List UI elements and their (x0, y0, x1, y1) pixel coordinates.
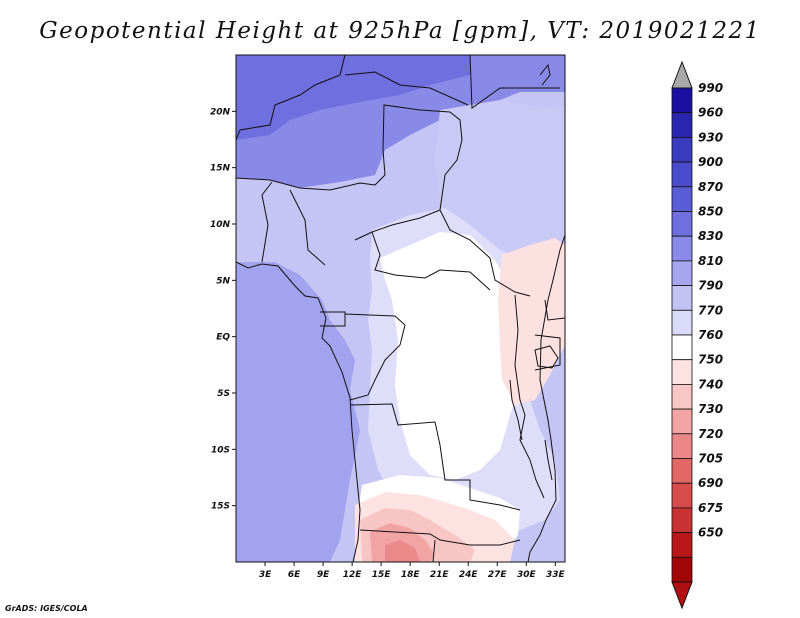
colorbar-label: 810 (698, 254, 723, 268)
colorbar-label: 720 (698, 427, 723, 441)
x-tick-label: 6E (288, 570, 301, 580)
colorbar-label: 760 (698, 328, 723, 342)
footer-credit: GrADS: IGES/COLA (5, 604, 88, 613)
y-tick-label: 15S (211, 502, 230, 512)
coastline-west (236, 261, 361, 562)
region-northwest-870 (236, 55, 470, 140)
colorbar-label: 705 (698, 452, 723, 466)
colorbar-swatch (671, 482, 693, 509)
map-field (236, 55, 565, 562)
y-tick-label: 10S (211, 445, 230, 455)
x-tick-label: 9E (317, 570, 330, 580)
colorbar-swatch (671, 161, 693, 188)
colorbar-swatch (671, 458, 693, 484)
border-4 (469, 55, 560, 109)
colorbar-label: 675 (698, 501, 723, 515)
colorbar-swatch (671, 285, 693, 311)
chart-title: Geopotential Height at 925hPa [gpm], VT:… (39, 18, 761, 44)
lake-malawi (544, 439, 553, 481)
border-11 (359, 529, 521, 562)
colorbar-label: 790 (698, 279, 723, 293)
border-1 (236, 174, 386, 191)
lake-tanganyika (509, 379, 523, 441)
colorbar-swatch (671, 383, 693, 410)
border-3 (236, 55, 346, 141)
x-tick-label: 27E (488, 570, 508, 580)
y-tick-label: 5S (217, 389, 230, 399)
coastline-east (527, 234, 565, 562)
colorbar-swatch (671, 334, 693, 361)
y-tick-label: 15N (210, 164, 231, 174)
y-axis: 20N 15N 10N 5N EQ 5S 10S 15S (210, 107, 236, 512)
x-tick-label: 3E (259, 570, 272, 580)
colorbar-label: 740 (698, 377, 723, 391)
colorbar-swatch (671, 556, 693, 583)
x-tick-label: 24E (459, 570, 479, 580)
border-6 (261, 181, 326, 266)
border-2 (382, 104, 531, 297)
colorbar-swatch (671, 112, 693, 138)
colorbar-swatch (671, 235, 693, 262)
x-tick-label: 33E (546, 570, 566, 580)
border-5 (344, 71, 469, 106)
region-kalahari-720 (385, 540, 420, 562)
border-8 (320, 311, 406, 401)
y-tick-label: 5N (216, 276, 230, 286)
colorbar-swatch (671, 186, 693, 212)
map-frame (235, 54, 566, 563)
x-tick-label: 30E (517, 570, 537, 580)
colorbar-label: 930 (698, 130, 723, 144)
colorbar-label: 870 (698, 180, 723, 194)
x-tick-label: 21E (430, 570, 450, 580)
colorbar-swatch (671, 87, 693, 114)
colorbar-swatch (671, 408, 693, 435)
border-9 (349, 403, 521, 511)
colorbar-swatch (671, 507, 693, 533)
colorbar-extend-top (671, 60, 693, 89)
boundaries (236, 55, 565, 562)
colorbar-label: 900 (698, 155, 723, 169)
colorbar-label: 960 (698, 106, 723, 120)
x-tick-label: 18E (401, 570, 421, 580)
colorbar-swatch (671, 309, 693, 336)
colorbar: 990 960 930 900 870 850 830 810 790 770 760 750 740 7… (671, 60, 723, 610)
y-tick-label: 20N (210, 107, 231, 117)
x-tick-label: 15E (372, 570, 392, 580)
colorbar-label: 770 (698, 303, 723, 317)
colorbar-label: 850 (698, 205, 723, 219)
colorbar-swatch (671, 433, 693, 459)
colorbar-label: 990 (698, 81, 723, 95)
region-atlantic-830 (236, 262, 360, 562)
colorbar-label: 690 (698, 476, 723, 490)
colorbar-label: 650 (698, 526, 723, 540)
border-10 (514, 294, 545, 499)
x-axis: 3E 6E 9E 12E 15E 18E 21E 24E 27E 30E 33E (259, 562, 566, 580)
x-tick-label: 12E (343, 570, 363, 580)
colorbar-label: 730 (698, 402, 723, 416)
y-tick-label: EQ (216, 333, 230, 343)
colorbar-swatch (671, 260, 693, 286)
colorbar-label: 750 (698, 353, 723, 367)
y-tick-label: 10N (210, 220, 231, 230)
red-sea-coast (539, 63, 551, 86)
colorbar-swatch (671, 359, 693, 385)
colorbar-extend-bottom (671, 581, 693, 610)
colorbar-swatch (671, 211, 693, 237)
colorbar-swatch (671, 532, 693, 558)
lake-victoria (534, 345, 559, 369)
colorbar-swatch (671, 136, 693, 163)
region-central-760 (380, 232, 528, 480)
colorbar-label: 830 (698, 229, 723, 243)
border-7 (354, 209, 491, 291)
